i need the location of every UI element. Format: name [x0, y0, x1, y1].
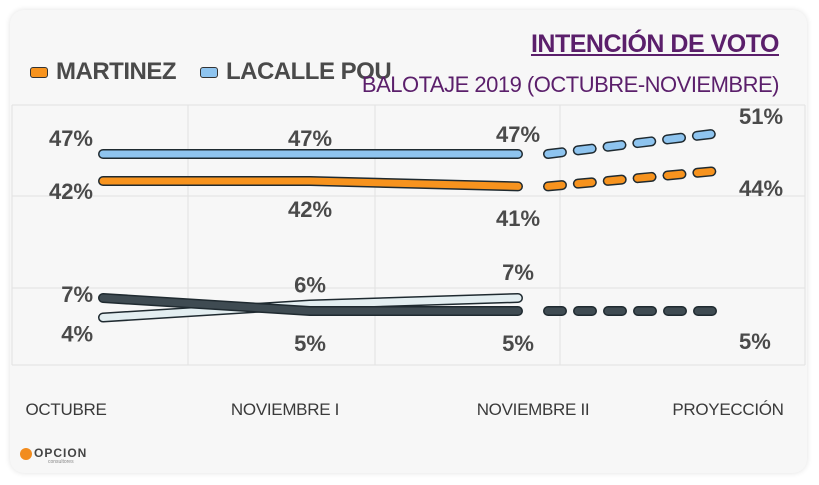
logo-subtitle: consultores	[48, 459, 74, 465]
logo-name: OPCION	[34, 446, 88, 460]
x-tick-label-0: OCTUBRE	[25, 400, 107, 419]
data-label-s1-p3: 44%	[739, 176, 783, 201]
data-label-s3-p1: 5%	[294, 331, 326, 356]
chart-subtitle: BALOTAJE 2019 (OCTUBRE-NOVIEMBRE)	[361, 72, 780, 97]
chart-title: INTENCIÓN DE VOTO	[530, 30, 780, 58]
data-label-s0-p3: 51%	[739, 104, 783, 129]
x-tick-label-1: NOVIEMBRE I	[230, 400, 340, 419]
data-label-s2-p1: 6%	[294, 272, 326, 297]
data-label-s0-p1: 47%	[288, 126, 332, 151]
data-label-s0-p0: 47%	[49, 126, 93, 151]
x-tick-label-2: NOVIEMBRE II	[476, 400, 590, 419]
legend-item-martinez: MARTINEZ	[30, 58, 176, 86]
x-tick-label-3: PROYECCIÓN	[672, 400, 784, 419]
logo: OPCION	[20, 446, 87, 460]
data-label-s2-p2: 7%	[502, 260, 534, 285]
series-1-line	[99, 177, 522, 190]
series-2-line	[99, 294, 522, 321]
legend-label-lacalle: LACALLE POU	[225, 58, 392, 85]
data-label-s3-p3: 5%	[739, 329, 771, 354]
data-label-s3-p0: 7%	[61, 282, 93, 307]
chart-card	[10, 10, 807, 473]
logo-mark-icon	[20, 447, 32, 460]
legend-label-martinez: MARTINEZ	[56, 58, 176, 85]
data-label-s1-p2: 41%	[496, 206, 540, 231]
data-label-s1-p0: 42%	[49, 179, 93, 204]
legend: MARTINEZ LACALLE POU	[30, 58, 392, 86]
data-label-s1-p1: 42%	[288, 197, 332, 222]
data-label-s2-p0: 4%	[61, 321, 93, 346]
series-1-projection	[544, 166, 729, 190]
legend-swatch-lacalle	[199, 66, 218, 78]
series-3-line	[99, 294, 522, 315]
legend-item-lacalle: LACALLE POU	[199, 58, 392, 86]
series-0-projection	[544, 128, 729, 158]
legend-swatch-martinez	[30, 66, 48, 78]
data-label-s3-p2: 5%	[502, 331, 534, 356]
x-axis: OCTUBRE NOVIEMBRE I NOVIEMBRE II PROYECCIÓN	[0, 380, 819, 440]
data-label-s0-p2: 47%	[496, 122, 540, 147]
